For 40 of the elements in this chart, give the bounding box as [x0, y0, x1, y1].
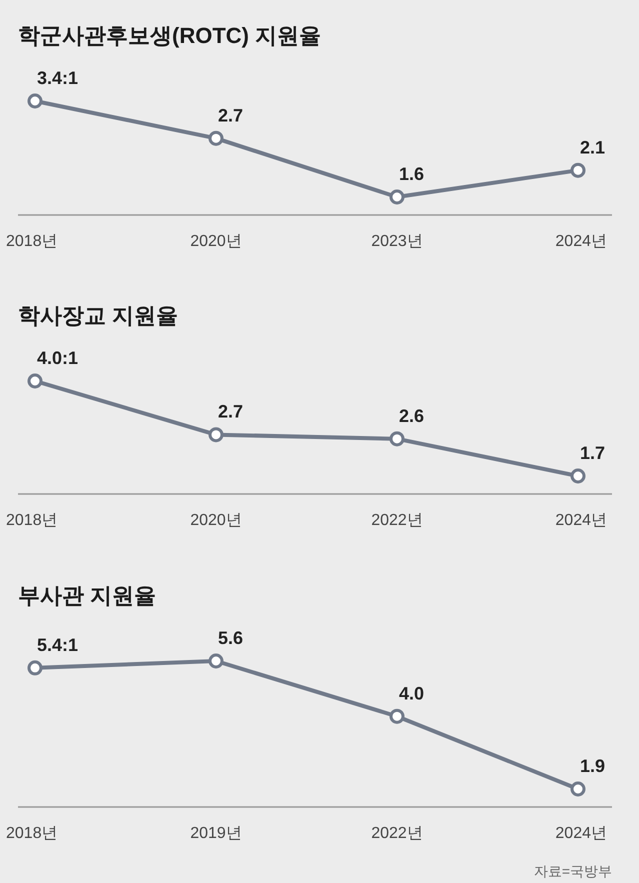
data-label: 4.0	[399, 683, 424, 704]
point	[390, 190, 404, 204]
x-tick-label: 2018년	[6, 512, 58, 529]
point	[570, 468, 586, 484]
point	[570, 162, 586, 178]
chart-title: 부사관 지원율	[18, 583, 156, 608]
data-label: 2.1	[580, 137, 606, 158]
point	[28, 94, 42, 108]
data-label: 5.4:1	[37, 634, 78, 655]
point	[390, 431, 404, 446]
point	[208, 130, 224, 146]
x-tick-label: 2020년	[190, 233, 242, 250]
data-label: 1.9	[580, 756, 606, 776]
x-tick-label: 2024년	[555, 233, 607, 250]
point	[28, 374, 42, 388]
x-tick-label: 2019년	[190, 825, 242, 842]
data-label: 2.6	[399, 406, 424, 426]
point	[208, 427, 224, 442]
chart-title: 학사장교 지원율	[18, 303, 178, 328]
x-tick-label: 2018년	[6, 825, 58, 842]
x-tick-label: 2020년	[190, 512, 242, 529]
data-label: 4.0:1	[37, 348, 78, 368]
x-tick-label: 2022년	[371, 512, 423, 529]
x-tick-label: 2022년	[371, 825, 423, 842]
data-label: 1.7	[580, 443, 606, 463]
point	[570, 782, 586, 796]
chart-title: 학군사관후보생(ROTC) 지원율	[18, 23, 322, 48]
data-label: 5.6	[218, 628, 244, 648]
x-tick-label: 2024년	[555, 512, 607, 529]
point	[208, 654, 224, 668]
data-label: 1.6	[399, 164, 424, 184]
text: 자료=국방부	[534, 863, 612, 879]
point	[390, 708, 404, 724]
x-tick-label: 2018년	[6, 233, 58, 250]
data-label: 2.7	[218, 105, 244, 126]
point	[28, 660, 42, 676]
x-tick-label: 2023년	[371, 233, 423, 250]
data-label: 3.4:1	[37, 68, 78, 88]
data-label: 2.7	[218, 402, 244, 422]
x-tick-label: 2024년	[555, 825, 607, 842]
